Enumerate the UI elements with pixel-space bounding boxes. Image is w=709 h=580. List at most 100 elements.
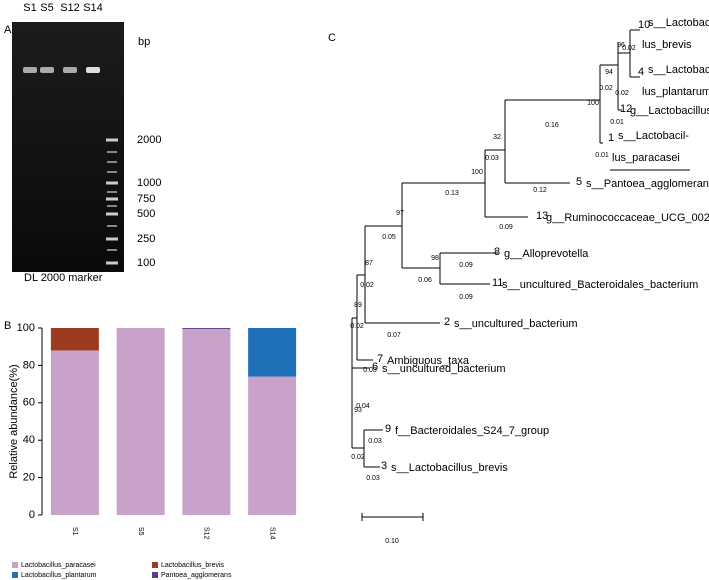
marker-band xyxy=(106,212,118,216)
bar-segment xyxy=(248,376,297,515)
legend-label: Lactobacillus_paracasei xyxy=(21,562,96,569)
marker-band xyxy=(107,151,117,153)
leaf-label: s__Lactobacil- xyxy=(648,64,709,76)
lane-label: S14 xyxy=(83,2,103,14)
legend-swatch xyxy=(12,572,18,578)
branch-length: 0.03 xyxy=(366,475,380,482)
branch-length: 0.09 xyxy=(499,224,513,231)
branch-length: 0.04 xyxy=(356,403,370,410)
leaf-label: s__Lactobacil- xyxy=(648,17,709,29)
branch-length: 0.09 xyxy=(459,262,473,269)
leaf-number: 10 xyxy=(638,19,650,31)
marker-band xyxy=(107,161,117,163)
leaf-number: 1 xyxy=(608,132,614,144)
leaf-label: lus_paracasei xyxy=(612,152,680,164)
marker-band xyxy=(107,249,117,251)
leaf-label: Ambiguous_taxa xyxy=(387,355,470,367)
gel-band xyxy=(86,67,100,73)
branch-length: 0.02 xyxy=(622,45,636,52)
leaf-label: s__uncultured_Bacteroidales_bacterium xyxy=(502,279,698,291)
marker-band xyxy=(106,261,118,265)
legend-swatch xyxy=(152,572,158,578)
y-axis-label: Relative abundance(%) xyxy=(8,364,20,478)
branch-length: 0.12 xyxy=(533,187,547,194)
y-tick-label: 20 xyxy=(23,472,35,484)
leaf-number: 5 xyxy=(576,176,582,188)
leaf-number: 4 xyxy=(638,66,644,78)
lane-label: S1 xyxy=(23,2,36,14)
branch-length: 0.05 xyxy=(382,234,396,241)
bootstrap-value: 32 xyxy=(493,134,501,141)
legend-swatch xyxy=(12,562,18,568)
bar-segment xyxy=(50,328,99,351)
marker-band xyxy=(107,225,117,227)
y-tick-label: 0 xyxy=(29,509,35,521)
x-tick-label: S1 xyxy=(71,527,78,536)
y-tick-label: 40 xyxy=(23,434,35,446)
branch-length: 0.02 xyxy=(351,454,365,461)
leaf-label: f__Bacteroidales_S24_7_group xyxy=(395,425,549,437)
leaf-number: 7 xyxy=(377,353,383,365)
gel-unit: bp xyxy=(138,36,150,48)
marker-band xyxy=(107,171,117,173)
branch-length: 0.13 xyxy=(445,190,459,197)
y-tick-label: 100 xyxy=(17,322,35,334)
gel-image xyxy=(12,22,124,272)
bar-segment xyxy=(182,328,231,329)
marker-name: DL 2000 marker xyxy=(24,272,103,284)
marker-band xyxy=(107,205,117,207)
marker-label: 100 xyxy=(137,257,155,269)
leaf-label: s__Pantoea_agglomerans xyxy=(586,178,709,190)
branch-length: 0.06 xyxy=(418,277,432,284)
marker-label: 500 xyxy=(137,208,155,220)
branch-length: 0.02 xyxy=(360,282,374,289)
branch-length: 0.07 xyxy=(387,332,401,339)
gel-band xyxy=(40,67,54,73)
marker-band xyxy=(106,237,118,241)
bootstrap-value: 98 xyxy=(431,255,439,262)
legend-label: Pantoea_agglomerans xyxy=(161,572,232,579)
bootstrap-value: 89 xyxy=(354,302,362,309)
leaf-number: 6 xyxy=(372,361,378,373)
leaf-label: g__Alloprevotella xyxy=(504,248,589,260)
branch-length: 0.02 xyxy=(350,323,364,330)
bootstrap-value: 96 xyxy=(617,42,625,49)
bar-segment xyxy=(248,328,297,377)
leaf-number: 9 xyxy=(385,423,391,435)
leaf-number: 13 xyxy=(536,210,548,222)
y-tick-label: 60 xyxy=(23,397,35,409)
branch-length: 0.02 xyxy=(599,85,613,92)
leaf-label: g__Lactobacillus xyxy=(630,105,709,117)
marker-band xyxy=(107,191,117,193)
gel-band xyxy=(63,67,77,73)
x-tick-label: S5 xyxy=(137,527,144,536)
bootstrap-value: 100 xyxy=(471,169,483,176)
branch-length: 0.01 xyxy=(595,152,609,159)
x-tick-label: S12 xyxy=(203,527,210,540)
legend-label: Lactobacillus_plantarum xyxy=(21,572,97,579)
panel-label: C xyxy=(328,32,336,44)
branch-length: 0.03 xyxy=(363,367,377,374)
bar-segment xyxy=(50,350,99,515)
marker-label: 2000 xyxy=(137,134,161,146)
tree-branches xyxy=(351,29,690,521)
lane-label: S5 xyxy=(40,2,53,14)
leaf-label: s__Lactobacillus_brevis xyxy=(391,462,508,474)
bootstrap-value: 87 xyxy=(365,260,373,267)
bar-segment xyxy=(116,328,165,515)
branch-length: 0.09 xyxy=(459,294,473,301)
leaf-number: 11 xyxy=(492,277,503,289)
branch-length: 0.16 xyxy=(545,122,559,129)
branch-length: 0.03 xyxy=(485,155,499,162)
bootstrap-value: 94 xyxy=(605,69,613,76)
bar-segment xyxy=(182,328,231,515)
bootstrap-value: 100 xyxy=(587,100,599,107)
leaf-label: lus_plantarum xyxy=(642,86,709,98)
leaf-label: s__uncultured_bacterium xyxy=(382,363,506,375)
gel-band xyxy=(23,67,37,73)
leaf-label: g__Ruminococcaceae_UCG_002 xyxy=(546,212,709,224)
x-tick-label: S14 xyxy=(268,527,275,540)
leaf-number: 12 xyxy=(620,103,632,115)
marker-label: 1000 xyxy=(137,177,161,189)
